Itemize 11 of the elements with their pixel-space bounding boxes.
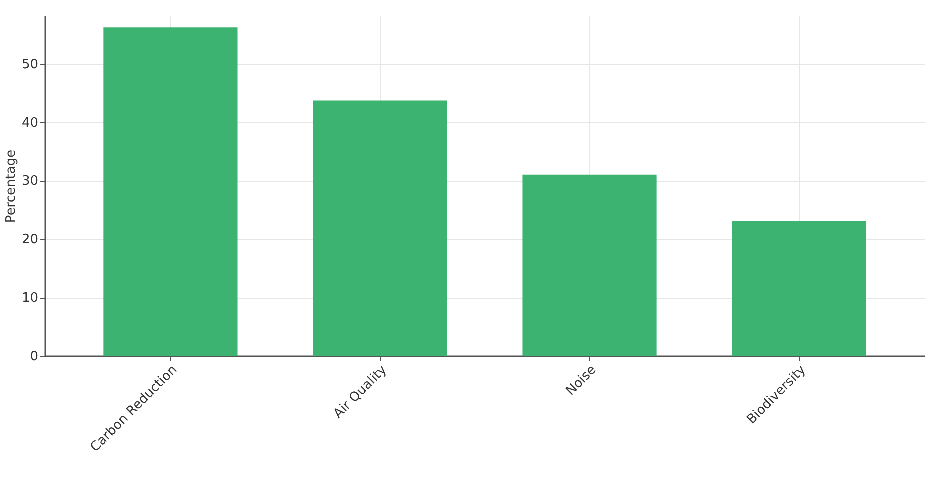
bar	[522, 174, 657, 356]
y-tick-label: 10	[22, 291, 38, 306]
y-tick-label: 50	[22, 57, 38, 72]
y-tick-label: 0	[30, 350, 38, 364]
y-tick-label: 30	[22, 174, 38, 190]
bar	[313, 100, 448, 356]
bar	[732, 221, 866, 356]
bar	[104, 28, 238, 356]
y-tick-label: 20	[22, 232, 38, 248]
y-tick-label: 40	[22, 116, 38, 131]
y-axis-title: Percentage	[4, 150, 19, 224]
